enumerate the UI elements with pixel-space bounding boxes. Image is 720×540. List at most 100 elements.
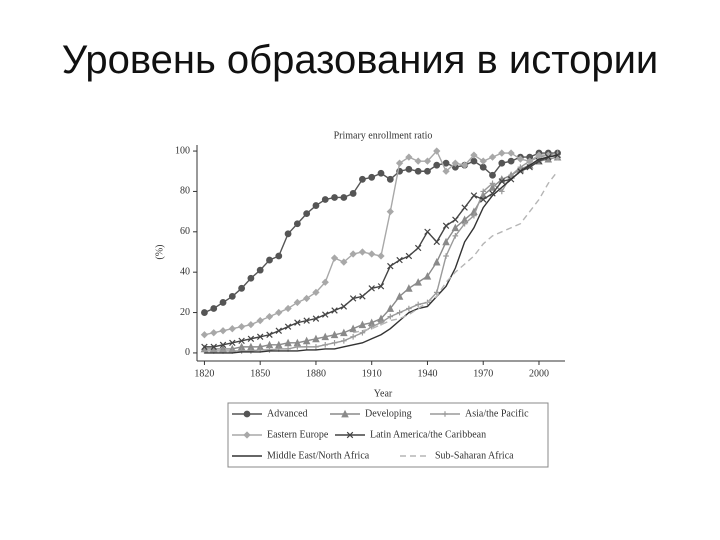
point-marker <box>358 248 367 256</box>
point-marker <box>256 333 264 341</box>
y-axis-label: (%) <box>154 245 165 260</box>
point-marker <box>405 284 413 292</box>
point-marker <box>386 175 394 183</box>
point-marker <box>470 157 478 165</box>
point-marker <box>321 332 330 341</box>
x-tick-label: 1970 <box>473 368 493 379</box>
point-marker <box>330 254 339 262</box>
series-line <box>204 152 558 314</box>
point-marker <box>508 172 514 179</box>
y-tick-label: 0 <box>185 347 190 358</box>
point-marker <box>396 309 403 316</box>
point-marker <box>340 328 348 337</box>
point-marker <box>377 252 385 260</box>
point-marker <box>266 331 273 338</box>
point-marker <box>275 308 283 317</box>
point-marker <box>414 244 422 252</box>
point-marker <box>479 157 487 165</box>
point-marker <box>350 333 356 340</box>
point-marker <box>499 188 505 195</box>
series-line <box>204 154 558 354</box>
legend-marker <box>346 431 354 439</box>
point-marker <box>340 258 348 266</box>
point-marker <box>349 295 357 302</box>
point-marker <box>377 283 385 290</box>
point-marker <box>488 153 497 161</box>
point-marker <box>248 348 254 354</box>
point-marker <box>266 256 273 264</box>
point-marker <box>210 305 218 312</box>
x-tick-label: 1850 <box>250 368 270 379</box>
point-marker <box>451 223 460 232</box>
point-marker <box>331 307 338 314</box>
point-marker <box>442 222 450 229</box>
point-marker <box>415 301 421 308</box>
point-marker <box>201 348 208 354</box>
legend-marker <box>341 409 349 418</box>
point-marker <box>442 237 450 246</box>
point-marker <box>294 319 301 326</box>
point-marker <box>387 262 394 270</box>
point-marker <box>451 159 459 167</box>
point-marker <box>349 250 357 258</box>
point-marker <box>489 171 496 179</box>
point-marker <box>405 165 413 173</box>
point-marker <box>358 320 367 329</box>
point-marker <box>247 335 255 343</box>
point-marker <box>238 348 245 354</box>
legend-box <box>227 402 549 468</box>
point-marker <box>313 344 319 350</box>
legend-label: Sub-Saharan Africa <box>435 450 514 461</box>
point-marker <box>341 338 347 344</box>
point-marker <box>471 212 477 219</box>
point-marker <box>303 344 310 350</box>
point-marker <box>470 151 478 159</box>
point-marker <box>349 324 357 333</box>
point-marker <box>303 294 311 303</box>
point-marker <box>423 157 432 165</box>
point-marker <box>330 330 339 339</box>
point-marker <box>200 331 209 339</box>
point-marker <box>489 190 496 197</box>
point-marker <box>368 285 375 292</box>
point-marker <box>526 157 534 165</box>
point-marker <box>423 272 432 280</box>
y-tick-label: 80 <box>180 186 190 197</box>
point-marker <box>284 323 292 330</box>
y-tick-label: 20 <box>180 307 190 318</box>
point-marker <box>340 194 348 201</box>
point-marker <box>386 304 395 312</box>
point-marker <box>265 340 274 349</box>
point-marker <box>238 337 245 345</box>
point-marker <box>498 178 506 185</box>
point-marker <box>302 336 311 345</box>
point-marker <box>405 153 413 161</box>
point-marker <box>349 190 357 197</box>
point-marker <box>312 202 320 209</box>
point-marker <box>219 327 227 335</box>
point-marker <box>498 149 506 157</box>
legend-label: Developing <box>365 408 412 419</box>
point-marker <box>368 250 376 258</box>
point-marker <box>517 164 524 171</box>
point-marker <box>284 338 292 347</box>
point-marker <box>424 167 431 175</box>
point-marker <box>377 169 385 177</box>
point-marker <box>488 183 497 191</box>
point-marker <box>433 238 440 246</box>
point-marker <box>378 319 384 326</box>
point-marker <box>395 159 404 167</box>
point-marker <box>228 293 236 300</box>
point-marker <box>201 309 208 316</box>
point-marker <box>219 299 227 306</box>
legend-marker <box>442 411 448 417</box>
point-marker <box>331 194 338 201</box>
x-tick-label: 1940 <box>417 368 437 379</box>
point-marker <box>303 317 310 324</box>
point-marker <box>461 204 468 211</box>
point-marker <box>432 257 441 266</box>
point-marker <box>554 151 561 159</box>
point-marker <box>340 303 348 310</box>
point-marker <box>480 188 487 195</box>
